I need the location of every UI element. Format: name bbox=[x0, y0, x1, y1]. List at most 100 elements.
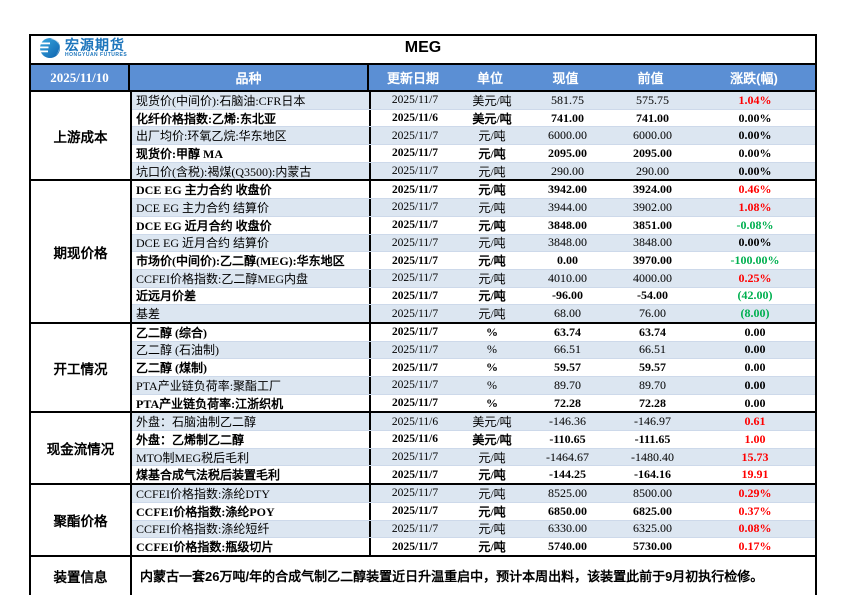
report-header-bar: 宏源期货 HONGYUAN FUTURES MEG bbox=[31, 36, 815, 65]
row-name: 坑口价(含税):褐煤(Q3500):内蒙古 bbox=[132, 162, 371, 180]
row-unit: 元/吨 bbox=[478, 129, 506, 144]
row-current-value: 4010.00 bbox=[548, 270, 587, 285]
row-update-date: 2025/11/7 bbox=[391, 505, 438, 518]
row-update-date: 2025/11/7 bbox=[391, 487, 439, 500]
row-change-value: 1.08% bbox=[738, 199, 772, 214]
col-header-previous: 前值 bbox=[637, 71, 664, 86]
table-row: DCE EG 主力合约 结算价 2025/11/7 元/吨 3944.00 3902.0… bbox=[132, 198, 815, 216]
row-change-value: 0.61 bbox=[744, 414, 766, 429]
row-name: PTA产业链负荷率:江浙织机 bbox=[132, 394, 371, 412]
device-info-text: 内蒙古一套26万吨/年的合成气制乙二醇装置近日升温重启中，预计本周出料，该装置此… bbox=[140, 569, 764, 585]
row-name: 现货价(中间价):石脑油:CFR日本 bbox=[132, 92, 371, 109]
meg-report-table: 宏源期货 HONGYUAN FUTURES MEG 2025/11/10 品种 … bbox=[29, 34, 817, 595]
row-unit: 元/吨 bbox=[478, 289, 506, 304]
row-unit: 元/吨 bbox=[478, 254, 506, 269]
row-update-date: 2025/11/6 bbox=[391, 112, 438, 125]
row-unit: 元/吨 bbox=[478, 218, 506, 233]
row-change-value: 0.00% bbox=[738, 145, 772, 160]
table-row: CCFEI价格指数:涤纶短纤 2025/11/7 元/吨 6330.00 6325.00… bbox=[132, 519, 815, 538]
group-label: 聚酯价格 bbox=[31, 485, 132, 555]
row-name: 外盘：石脑油制乙二醇 bbox=[132, 413, 371, 431]
row-unit: 美元/吨 bbox=[472, 432, 512, 447]
table-row: 外盘：石脑油制乙二醇 2025/11/6 美元/吨 -146.36 -146.97 0.6… bbox=[132, 413, 815, 431]
row-name: 近远月价差 bbox=[132, 287, 371, 305]
row-unit: 元/吨 bbox=[478, 183, 506, 198]
row-change-value: (8.00) bbox=[740, 306, 770, 321]
row-update-date: 2025/11/7 bbox=[391, 468, 438, 481]
col-header-update-date: 更新日期 bbox=[386, 71, 439, 86]
row-current-value: 6000.00 bbox=[548, 128, 587, 143]
row-update-date: 2025/11/7 bbox=[391, 254, 438, 267]
col-header-current: 现值 bbox=[552, 71, 579, 86]
row-unit: 元/吨 bbox=[478, 200, 506, 215]
row-change-value: 0.00 bbox=[744, 324, 766, 339]
table-row: CCFEI价格指数:瓶级切片 2025/11/7 元/吨 5740.00 5730.00… bbox=[132, 537, 815, 555]
row-name: DCE EG 主力合约 收盘价 bbox=[132, 181, 371, 199]
logo-company-subtitle: HONGYUAN FUTURES bbox=[65, 52, 128, 58]
table-group: 开工情况 乙二醇 (综合) 2025/11/7% 63.74 63.74 0.00 乙二醇 … bbox=[31, 321, 815, 412]
row-unit: 元/吨 bbox=[478, 146, 506, 161]
table-row: CCFEI价格指数:涤纶DTY 2025/11/7 元/吨 8525.00 8500.0… bbox=[132, 485, 815, 502]
row-unit: % bbox=[487, 342, 497, 357]
row-name: 化纤价格指数:乙烯:东北亚 bbox=[132, 109, 371, 127]
row-previous-value: 2095.00 bbox=[633, 145, 672, 160]
row-unit: 元/吨 bbox=[478, 540, 506, 555]
row-change-value: 0.17% bbox=[738, 539, 772, 554]
row-previous-value: 72.28 bbox=[639, 395, 666, 410]
row-change-value: 0.00% bbox=[738, 235, 772, 250]
group-label: 现金流情况 bbox=[31, 413, 132, 484]
row-name: 乙二醇 (石油制) bbox=[132, 341, 371, 359]
row-current-value: 72.28 bbox=[554, 395, 581, 410]
row-change-value: 1.00 bbox=[744, 431, 766, 446]
logo-company-name: 宏源期货 bbox=[65, 37, 125, 53]
row-update-date: 2025/11/6 bbox=[391, 433, 438, 446]
row-previous-value: 3970.00 bbox=[633, 253, 672, 268]
row-change-value: 0.00 bbox=[744, 360, 766, 375]
row-name: PTA产业链负荷率:聚酯工厂 bbox=[132, 377, 371, 394]
row-change-value: 0.25% bbox=[738, 270, 772, 285]
row-current-value: 66.51 bbox=[554, 342, 581, 357]
row-unit: 美元/吨 bbox=[472, 93, 512, 108]
row-update-date: 2025/11/7 bbox=[391, 540, 438, 553]
row-current-value: 59.57 bbox=[554, 360, 581, 375]
row-current-value: 290.00 bbox=[551, 163, 584, 178]
device-info-label: 装置信息 bbox=[31, 556, 132, 595]
row-previous-value: 3848.00 bbox=[633, 235, 672, 250]
group-label: 期现价格 bbox=[31, 181, 132, 322]
row-current-value: 3944.00 bbox=[548, 199, 587, 214]
col-header-name: 品种 bbox=[130, 65, 369, 90]
row-change-value: 0.37% bbox=[738, 503, 772, 518]
row-unit: % bbox=[486, 324, 498, 339]
table-row: 近远月价差 2025/11/7 元/吨 -96.00 -54.00 (42.00) bbox=[132, 286, 815, 305]
row-name: 外盘：乙烯制乙二醇 bbox=[132, 431, 371, 448]
row-update-date: 2025/11/7 bbox=[391, 219, 438, 232]
row-name: 市场价(中间价):乙二醇(MEG):华东地区 bbox=[132, 252, 371, 269]
row-previous-value: 290.00 bbox=[636, 163, 669, 178]
row-previous-value: 63.74 bbox=[639, 324, 666, 339]
row-previous-value: 8500.00 bbox=[633, 485, 672, 500]
logo-globe-icon bbox=[39, 37, 61, 59]
table-group: 期现价格 DCE EG 主力合约 收盘价 2025/11/7 元/吨 3942.00 39… bbox=[31, 179, 815, 322]
row-change-value: 0.00 bbox=[744, 395, 766, 410]
row-previous-value: 66.51 bbox=[639, 342, 666, 357]
row-update-date: 2025/11/7 bbox=[391, 361, 438, 374]
row-update-date: 2025/11/7 bbox=[391, 343, 439, 356]
row-update-date: 2025/11/7 bbox=[391, 94, 439, 107]
row-update-date: 2025/11/7 bbox=[391, 379, 439, 392]
row-previous-value: 3902.00 bbox=[633, 199, 672, 214]
table-row: PTA产业链负荷率:江浙织机 2025/11/7% 72.28 72.28 0.00 bbox=[132, 393, 815, 412]
table-row: 现货价(中间价):石脑油:CFR日本 2025/11/7 美元/吨 581.75 575… bbox=[132, 92, 815, 109]
row-change-value: 0.29% bbox=[738, 485, 772, 500]
row-update-date: 2025/11/7 bbox=[391, 397, 438, 410]
row-current-value: 3848.00 bbox=[548, 235, 587, 250]
table-row: 外盘：乙烯制乙二醇 2025/11/6 美元/吨 -110.65 -111.65 1.00 bbox=[132, 430, 815, 448]
row-previous-value: -1480.40 bbox=[631, 449, 674, 464]
row-unit: 元/吨 bbox=[478, 504, 506, 519]
row-name: DCE EG 近月合约 结算价 bbox=[132, 234, 371, 252]
row-change-value: -0.08% bbox=[736, 217, 774, 232]
row-current-value: -110.65 bbox=[549, 431, 586, 446]
row-name: 出厂均价:环氧乙烷:华东地区 bbox=[132, 127, 371, 145]
table-row: 化纤价格指数:乙烯:东北亚 2025/11/6 美元/吨 741.00 741.00 0.… bbox=[132, 108, 815, 127]
row-current-value: 0.00 bbox=[557, 253, 578, 268]
row-previous-value: 741.00 bbox=[636, 110, 669, 125]
